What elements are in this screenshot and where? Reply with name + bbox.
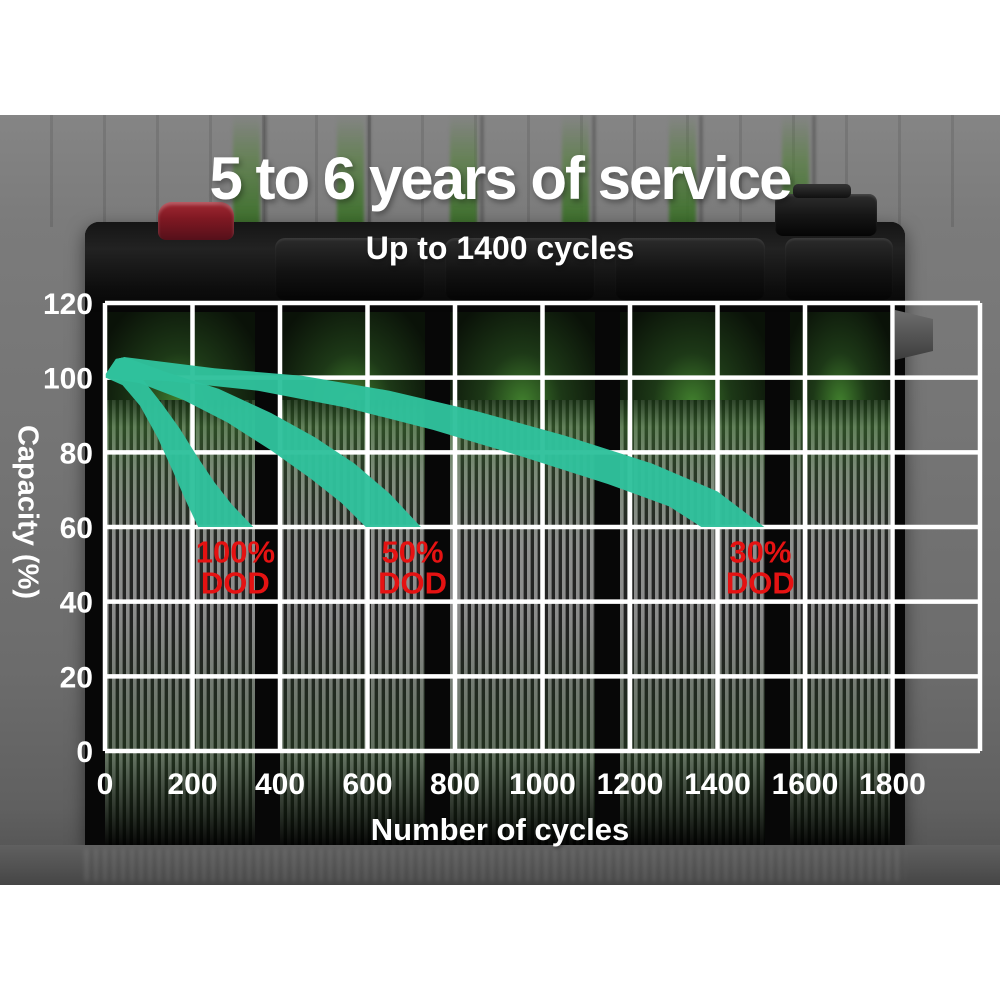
green-glow-streak — [233, 115, 266, 227]
battery-cell — [790, 312, 890, 848]
battery-cell — [280, 312, 425, 848]
cell-glow — [105, 312, 255, 400]
cell-glow — [450, 312, 595, 400]
floor-shadow — [0, 845, 1000, 885]
battery-photo-background — [0, 115, 1000, 885]
battery-cell — [450, 312, 595, 848]
battery-cells — [85, 312, 905, 848]
battery-red-terminal-cap — [158, 202, 234, 240]
cell-glow — [620, 312, 765, 400]
green-glow-streak — [450, 115, 483, 227]
battery-handle — [895, 310, 933, 360]
battery-cell-cap — [615, 238, 765, 300]
battery-terminal-cluster — [775, 184, 877, 236]
page-title: 5 to 6 years of service — [209, 145, 792, 212]
cell-plates — [790, 400, 890, 848]
cell-glow — [280, 312, 425, 400]
green-glow-streak — [562, 115, 595, 227]
green-glow-streak — [337, 115, 370, 227]
x-axis-title: Number of cycles — [370, 812, 630, 847]
battery-case — [85, 184, 933, 848]
battery-reflection — [85, 849, 905, 881]
battery-cell-cap — [445, 238, 595, 300]
battery-cell — [620, 312, 765, 848]
cell-plates — [450, 400, 595, 848]
battery-cell-cap — [275, 238, 425, 300]
battery-cell — [105, 312, 255, 848]
y-axis-title: Capacity (%) — [11, 424, 44, 600]
cell-plates — [280, 400, 425, 848]
cell-plates — [105, 400, 255, 848]
battery-cell-cap — [785, 238, 893, 300]
cell-glow — [790, 312, 890, 400]
page-subtitle: Up to 1400 cycles — [365, 230, 635, 266]
cell-plates — [620, 400, 765, 848]
green-glow-streak — [669, 115, 702, 227]
